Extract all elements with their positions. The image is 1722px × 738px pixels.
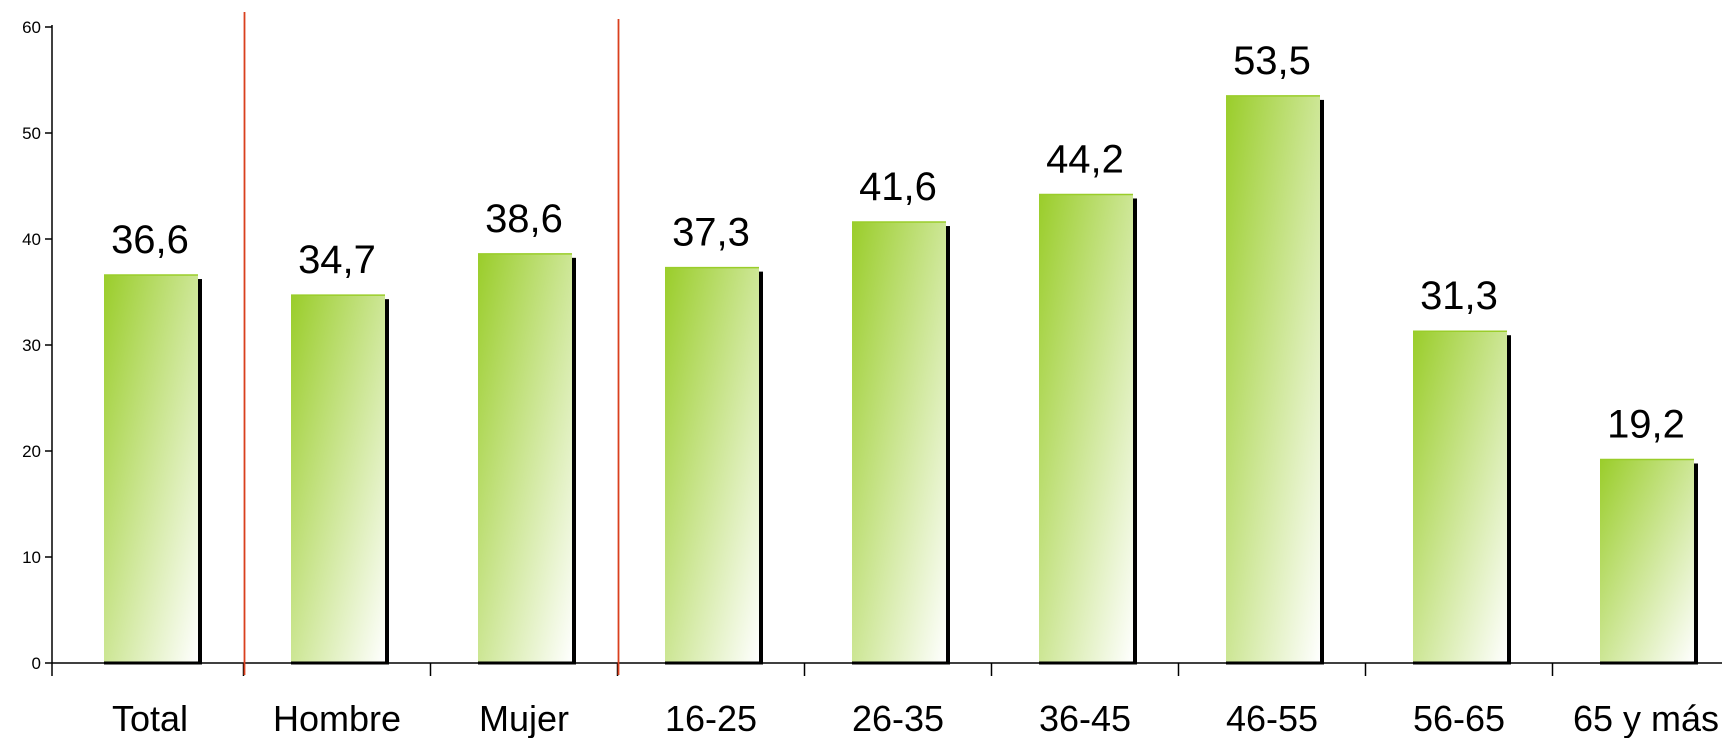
bar-shadow (1319, 99, 1324, 663)
category-label: 36-45 (1039, 698, 1131, 738)
group-separators (243, 12, 620, 675)
category-label: 56-65 (1413, 698, 1505, 738)
x-axis (51, 662, 1722, 676)
bar-shadow (1506, 335, 1511, 663)
bar-shadow (758, 271, 763, 663)
bar (665, 267, 759, 663)
bar-shadow (1132, 198, 1137, 664)
y-tick-label: 20 (22, 442, 41, 461)
bar (1413, 331, 1507, 663)
bar (291, 295, 385, 663)
data-label: 38,6 (485, 197, 563, 241)
bar (478, 253, 572, 663)
bar-shadow (384, 299, 389, 663)
category-label: 46-55 (1226, 698, 1318, 738)
bar (852, 222, 946, 664)
category-label: Hombre (273, 698, 401, 738)
data-label: 44,2 (1046, 137, 1124, 181)
bar-shadow (571, 257, 576, 663)
y-tick-label: 0 (32, 654, 41, 673)
data-labels: 36,6 34,7 38,6 37,3 41,6 44,2 53,5 31,3 19,2 (111, 39, 1685, 447)
y-tick-label: 30 (22, 336, 41, 355)
bar-shadow (1693, 463, 1698, 663)
y-tick-label: 10 (22, 548, 41, 567)
bar (1039, 194, 1133, 664)
data-label: 53,5 (1233, 39, 1311, 83)
bar-shadow (945, 226, 950, 664)
y-axis: 0 10 20 30 40 50 60 (22, 18, 53, 673)
bar-shadow (197, 279, 202, 663)
category-label: Mujer (479, 698, 569, 738)
category-label: 65 y más (1573, 698, 1719, 738)
bar (104, 275, 198, 663)
category-label: Total (112, 698, 188, 738)
bar (1226, 95, 1320, 663)
data-label: 31,3 (1420, 274, 1498, 318)
bars (104, 95, 1698, 665)
data-label: 34,7 (298, 238, 376, 282)
category-label: 26-35 (852, 698, 944, 738)
y-tick-label: 40 (22, 230, 41, 249)
data-label: 37,3 (672, 211, 750, 255)
category-labels: Total Hombre Mujer 16-25 26-35 36-45 46-55 56-6… (112, 698, 1719, 738)
y-tick-label: 50 (22, 124, 41, 143)
bar (1600, 459, 1694, 663)
data-label: 41,6 (859, 165, 937, 209)
data-label: 19,2 (1607, 402, 1685, 446)
y-tick-label: 60 (22, 18, 41, 37)
category-label: 16-25 (665, 698, 757, 738)
data-label: 36,6 (111, 218, 189, 262)
